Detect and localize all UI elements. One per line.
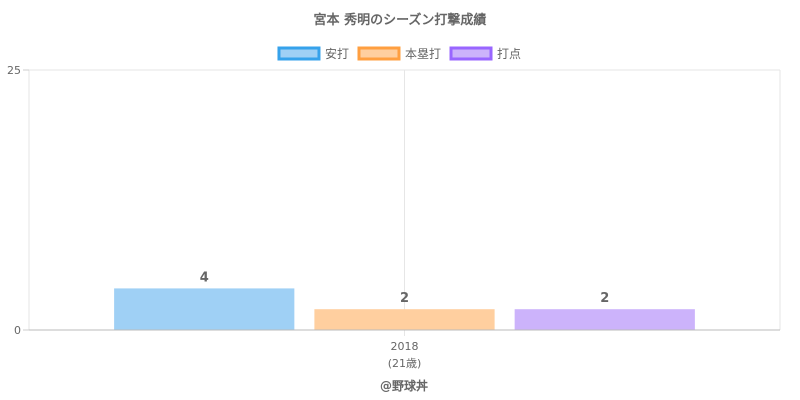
y-tick-label: 25: [7, 64, 21, 77]
legend-label-本塁打: 本塁打: [405, 47, 441, 61]
legend-swatch-打点: [449, 46, 493, 61]
legend-swatch-安打: [277, 46, 321, 61]
credit-label: @野球丼: [380, 378, 428, 393]
y-tick-label: 0: [14, 324, 21, 337]
bars: 4 2 2: [114, 270, 695, 330]
bar-value-label: 2: [600, 291, 609, 306]
legend-label-安打: 安打: [325, 46, 349, 61]
legend-label-打点: 打点: [497, 47, 521, 61]
legend: 安打 本塁打 打点: [277, 46, 521, 61]
bar-安打: [114, 288, 295, 330]
bar-打点: [514, 309, 695, 330]
bar-本塁打: [314, 309, 495, 330]
grid: [28, 69, 781, 336]
bar-value-label: 2: [400, 291, 409, 306]
chart-title: 宮本 秀明のシーズン打撃成績: [314, 12, 487, 28]
legend-swatch-本塁打: [357, 46, 401, 61]
x-tick-sublabel: (21歳): [388, 357, 422, 370]
x-axis: 2018 (21歳): [29, 329, 780, 370]
x-tick-label: 2018: [391, 340, 419, 353]
bar-value-label: 4: [200, 270, 209, 285]
y-axis: 0 25: [7, 64, 29, 337]
